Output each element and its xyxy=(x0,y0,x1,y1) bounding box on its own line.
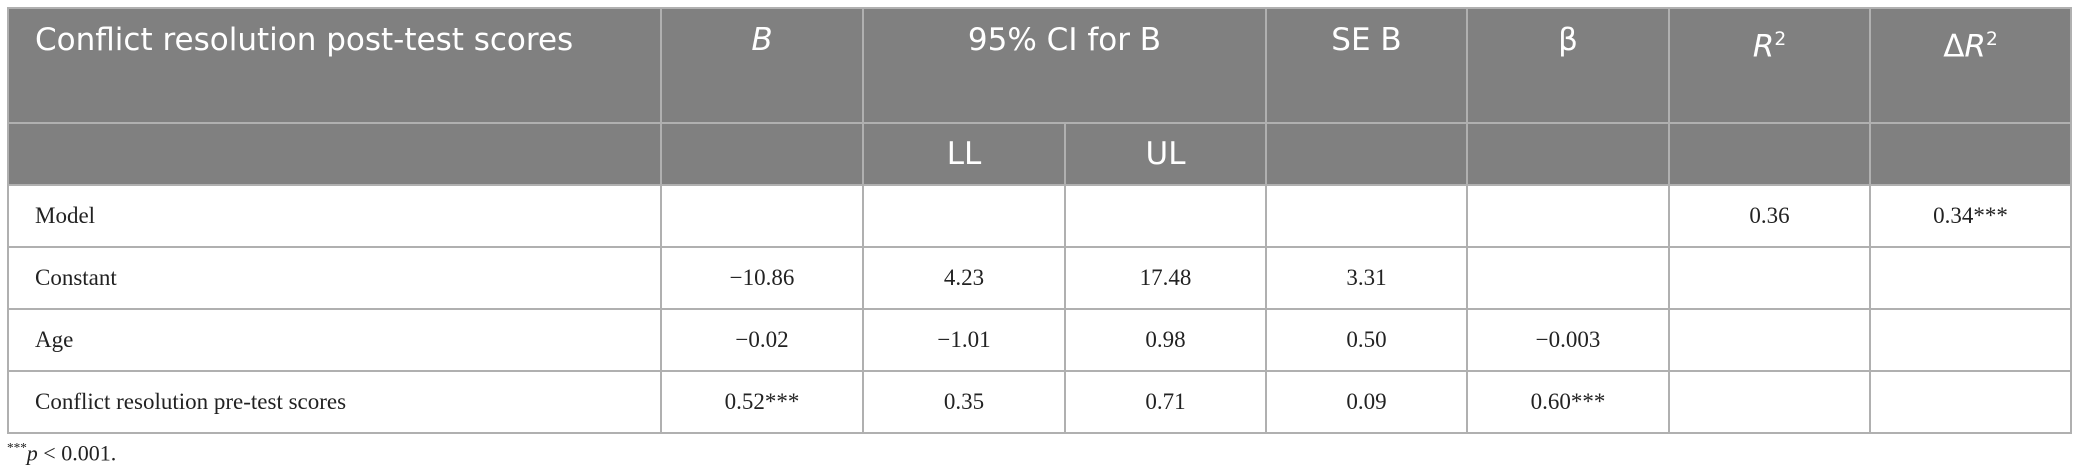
table-cell xyxy=(1466,184,1670,248)
table-cell: 0.35 xyxy=(862,370,1066,434)
table-cell: 0.98 xyxy=(1064,308,1267,372)
header-row: Conflict resolution post-test scores B 9… xyxy=(7,7,2072,124)
table-cell: 4.23 xyxy=(862,246,1066,310)
table-cell: Conflict resolution pre-test scores xyxy=(7,370,662,434)
header-cell: UL xyxy=(1064,122,1267,186)
header-cell xyxy=(1668,122,1871,186)
header-cell xyxy=(7,122,662,186)
table-cell: Model xyxy=(7,184,662,248)
regression-table: Conflict resolution post-test scores B 9… xyxy=(7,7,2072,434)
header-cell xyxy=(1869,122,2072,186)
table-cell: 0.09 xyxy=(1265,370,1468,434)
header-text: R xyxy=(1964,28,1986,65)
table-cell xyxy=(1869,308,2072,372)
table-cell: −0.02 xyxy=(660,308,864,372)
table-cell: 0.71 xyxy=(1064,370,1267,434)
table-row: Age −0.02 −1.01 0.98 0.50 −0.003 xyxy=(7,308,2072,372)
table-cell: 0.60*** xyxy=(1466,370,1670,434)
header-row: LL UL xyxy=(7,122,2072,186)
table-row: Model 0.36 0.34*** xyxy=(7,184,2072,248)
header-text: R xyxy=(1752,28,1775,65)
header-text: B xyxy=(751,22,773,58)
header-cell: LL xyxy=(862,122,1066,186)
header-cell: B xyxy=(660,7,864,124)
table-cell xyxy=(1869,246,2072,310)
table-cell: −10.86 xyxy=(660,246,864,310)
table-cell: 0.52*** xyxy=(660,370,864,434)
table-cell: 0.36 xyxy=(1668,184,1871,248)
table-cell: Age xyxy=(7,308,662,372)
header-cell: Conflict resolution post-test scores xyxy=(7,7,662,124)
footnote-sup: *** xyxy=(7,440,27,455)
table-header: Conflict resolution post-test scores B 9… xyxy=(7,7,2072,186)
table-cell xyxy=(1064,184,1267,248)
header-cell: β xyxy=(1466,7,1670,124)
table-cell xyxy=(1869,370,2072,434)
table-row: Constant −10.86 4.23 17.48 3.31 xyxy=(7,246,2072,310)
table-row: Conflict resolution pre-test scores 0.52*… xyxy=(7,370,2072,434)
table-cell: 17.48 xyxy=(1064,246,1267,310)
header-cell xyxy=(1265,122,1468,186)
header-cell: ΔR2 xyxy=(1869,7,2072,124)
footnote: ***p < 0.001. xyxy=(7,440,116,466)
header-cell xyxy=(660,122,864,186)
table-body: Model 0.36 0.34*** Constant −10.86 4.23 17.48 3… xyxy=(7,184,2072,434)
table-cell: 3.31 xyxy=(1265,246,1468,310)
header-sup: 2 xyxy=(1985,29,1998,50)
table-cell xyxy=(660,184,864,248)
table-cell xyxy=(1668,370,1871,434)
header-text: Δ xyxy=(1943,28,1965,65)
table-cell: −1.01 xyxy=(862,308,1066,372)
table-cell: 0.34*** xyxy=(1869,184,2072,248)
table-cell xyxy=(1668,246,1871,310)
table-cell xyxy=(1466,246,1670,310)
table-cell: 0.50 xyxy=(1265,308,1468,372)
header-cell xyxy=(1466,122,1670,186)
header-cell: 95% CI for B xyxy=(862,7,1267,124)
footnote-italic: p xyxy=(26,440,38,466)
table-cell xyxy=(1668,308,1871,372)
table-cell xyxy=(862,184,1066,248)
footnote-text: < 0.001. xyxy=(37,440,117,466)
header-cell: R2 xyxy=(1668,7,1871,124)
table-cell xyxy=(1265,184,1468,248)
table-cell: −0.003 xyxy=(1466,308,1670,372)
table-cell: Constant xyxy=(7,246,662,310)
header-cell: SE B xyxy=(1265,7,1468,124)
header-sup: 2 xyxy=(1774,29,1787,50)
